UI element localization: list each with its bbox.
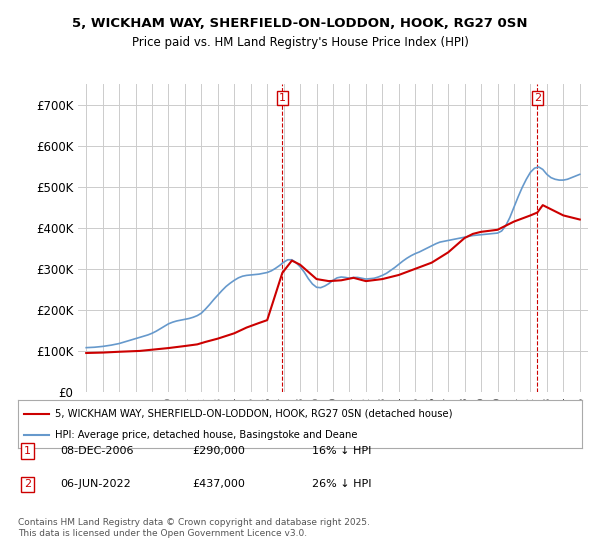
Text: Price paid vs. HM Land Registry's House Price Index (HPI): Price paid vs. HM Land Registry's House … [131, 36, 469, 49]
Text: Contains HM Land Registry data © Crown copyright and database right 2025.
This d: Contains HM Land Registry data © Crown c… [18, 518, 370, 538]
Text: 5, WICKHAM WAY, SHERFIELD-ON-LODDON, HOOK, RG27 0SN (detached house): 5, WICKHAM WAY, SHERFIELD-ON-LODDON, HOO… [55, 409, 452, 419]
Text: 06-JUN-2022: 06-JUN-2022 [60, 479, 131, 489]
Text: 08-DEC-2006: 08-DEC-2006 [60, 446, 133, 456]
Text: £437,000: £437,000 [192, 479, 245, 489]
Text: 5, WICKHAM WAY, SHERFIELD-ON-LODDON, HOOK, RG27 0SN: 5, WICKHAM WAY, SHERFIELD-ON-LODDON, HOO… [72, 17, 528, 30]
Text: 1: 1 [24, 446, 31, 456]
Text: HPI: Average price, detached house, Basingstoke and Deane: HPI: Average price, detached house, Basi… [55, 430, 357, 440]
Text: 2: 2 [534, 93, 541, 103]
Text: £290,000: £290,000 [192, 446, 245, 456]
Text: 26% ↓ HPI: 26% ↓ HPI [312, 479, 371, 489]
Text: 1: 1 [279, 93, 286, 103]
Text: 16% ↓ HPI: 16% ↓ HPI [312, 446, 371, 456]
Text: 2: 2 [24, 479, 31, 489]
